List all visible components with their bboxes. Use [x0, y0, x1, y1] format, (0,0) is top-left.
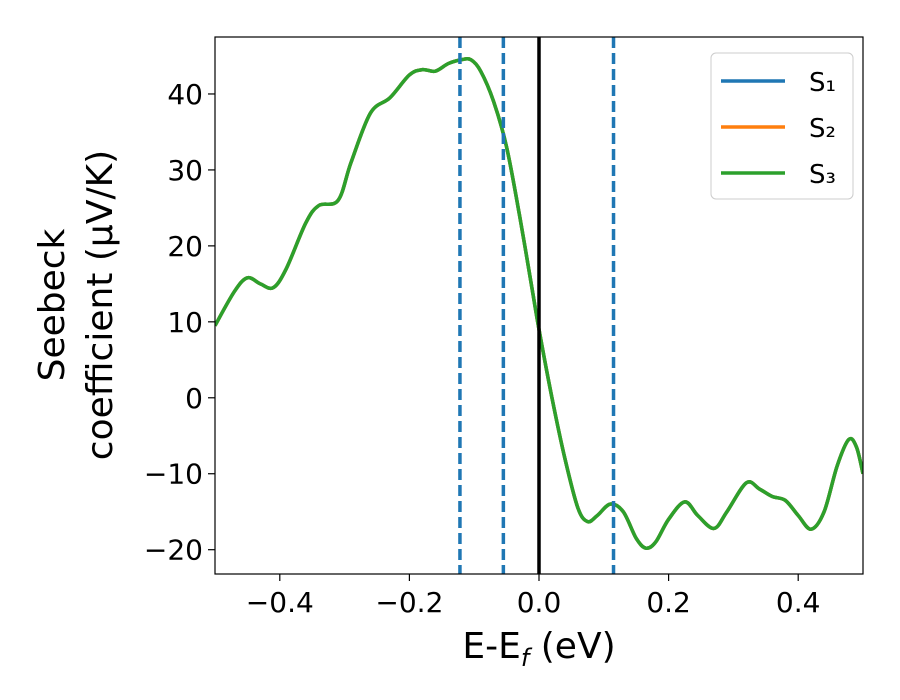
- x-tick-label: 0.4: [776, 586, 821, 619]
- legend-label: S₁: [809, 68, 836, 98]
- y-tick-label: −10: [144, 458, 203, 491]
- y-tick-label: 0: [185, 382, 203, 415]
- y-tick-label: −20: [144, 534, 203, 567]
- y-tick-label: 30: [167, 154, 203, 187]
- y-tick-label: 10: [167, 306, 203, 339]
- x-tick-label: −0.4: [246, 586, 314, 619]
- y-tick-label: 40: [167, 78, 203, 111]
- legend-label: S₂: [809, 114, 836, 144]
- y-label-line: Seebeck: [32, 228, 73, 381]
- x-tick-label: −0.2: [375, 586, 443, 619]
- y-tick-label: 20: [167, 230, 203, 263]
- series-line: [215, 57, 863, 551]
- legend: S₁ S₂ S₃: [710, 52, 854, 200]
- x-tick-label: 0.0: [517, 586, 562, 619]
- plot-frame: [214, 36, 864, 575]
- y-axis-label: Seebeck coefficient (μV/K): [32, 150, 121, 460]
- x-tick-label: 0.2: [646, 586, 691, 619]
- y-label-line: coefficient (μV/K): [80, 150, 121, 460]
- legend-label: S₃: [809, 160, 836, 190]
- x-label-rest: (eV): [529, 626, 615, 667]
- x-label-main: E-E: [462, 626, 520, 667]
- x-axis-label: E-Ef (eV): [462, 626, 615, 672]
